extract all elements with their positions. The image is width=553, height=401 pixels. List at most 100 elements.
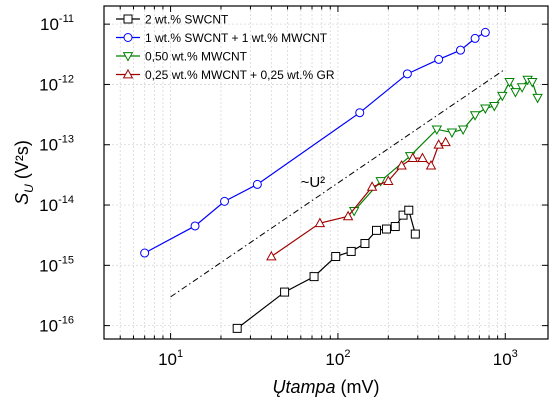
series-1 <box>232 205 420 333</box>
tick-base: 10 <box>39 196 58 215</box>
legend-label: 1 wt.% SWCNT + 1 wt.% MWCNT <box>145 31 328 45</box>
data-point <box>360 239 370 249</box>
series-4 <box>266 136 451 261</box>
data-point <box>140 248 150 258</box>
data-point <box>510 88 521 98</box>
tick-base: 10 <box>39 75 58 94</box>
x-axis-label: Ųtampa (mV) <box>272 377 379 397</box>
plot-frame <box>103 5 549 340</box>
y-tick-label: 10-15 <box>39 254 74 275</box>
x-tick-label: 103 <box>493 348 518 369</box>
y-label-symbol: S <box>12 193 32 205</box>
data-point <box>381 224 391 234</box>
data-point <box>383 175 394 185</box>
legend-label: 2 wt.% SWCNT <box>145 13 229 27</box>
tick-exponent: -12 <box>58 73 74 85</box>
reference-line-group: ~U² <box>170 68 506 298</box>
data-point <box>480 27 490 37</box>
y-tick-label: 10-11 <box>40 13 74 34</box>
data-point <box>355 108 365 118</box>
data-point <box>407 152 419 163</box>
y-label-subscript: U <box>22 184 36 193</box>
data-point <box>480 104 491 115</box>
data-point <box>410 229 420 239</box>
data-point <box>331 252 341 262</box>
data-point <box>252 179 262 189</box>
legend-marker <box>123 14 133 24</box>
y-axis-label: SU (V²s) <box>12 140 36 205</box>
data-point <box>190 221 200 231</box>
y-tick-label: 10-16 <box>39 315 74 336</box>
data-point <box>457 125 469 135</box>
series-line <box>144 31 486 254</box>
data-point <box>366 181 378 191</box>
data-point <box>527 78 538 88</box>
tick-base: 10 <box>39 136 58 155</box>
data-point <box>280 287 290 297</box>
x-tick-label: 102 <box>325 348 350 369</box>
legend: 2 wt.% SWCNT 1 wt.% SWCNT + 1 wt.% MWCNT 0… <box>116 13 335 82</box>
data-point <box>417 152 428 163</box>
legend-label: 0,25 wt.% MWCNT + 0,25 wt.% GR <box>145 68 335 82</box>
legend-item: 0,50 wt.% MWCNT <box>116 50 248 64</box>
data-point <box>431 125 443 135</box>
legend-marker <box>123 33 133 42</box>
x-label-unit: (mV) <box>336 377 380 397</box>
data-point <box>446 128 458 139</box>
tick-exponent: -15 <box>58 254 74 266</box>
data-point <box>516 83 528 93</box>
data-point <box>402 69 412 79</box>
legend-item: 1 wt.% SWCNT + 1 wt.% MWCNT <box>116 31 328 45</box>
data-point <box>314 217 326 228</box>
tick-base: 10 <box>39 317 58 336</box>
data-point <box>532 93 543 104</box>
data-point <box>346 246 356 256</box>
data-point <box>440 136 451 147</box>
data-point <box>497 91 508 102</box>
data-point <box>398 210 408 220</box>
tick-base: 10 <box>158 350 177 369</box>
data-point <box>266 250 277 261</box>
data-point <box>342 210 354 221</box>
data-point <box>455 45 465 55</box>
tick-base: 10 <box>325 350 344 369</box>
y-tick-label: 10-13 <box>39 134 74 155</box>
data-point <box>469 111 481 121</box>
y-tick-label: 10-14 <box>39 194 74 215</box>
tick-exponent: -11 <box>59 13 74 25</box>
data-point <box>470 33 480 43</box>
data-point <box>425 160 437 170</box>
legend-marker <box>122 52 134 62</box>
series-2 <box>140 27 490 258</box>
tick-base: 10 <box>40 15 59 34</box>
tick-exponent: 3 <box>512 348 518 360</box>
tick-exponent: -13 <box>58 134 74 146</box>
legend-marker <box>122 68 134 79</box>
data-point <box>434 54 444 64</box>
data-point <box>372 225 382 235</box>
data-point <box>390 222 400 232</box>
legend-item: 2 wt.% SWCNT <box>116 13 229 27</box>
data-point <box>396 160 407 170</box>
data-point <box>489 102 500 112</box>
x-label-variable: Ųtampa <box>272 377 335 397</box>
data-point <box>309 272 319 282</box>
legend-label: 0,50 wt.% MWCNT <box>145 50 248 64</box>
tick-exponent: -16 <box>58 315 74 327</box>
grid-lines <box>103 6 548 339</box>
data-point <box>232 323 242 333</box>
legend-item: 0,25 wt.% MWCNT + 0,25 wt.% GR <box>116 68 335 82</box>
x-tick-label: 101 <box>158 348 183 369</box>
y-tick-label: 10-12 <box>39 73 74 94</box>
tick-exponent: 1 <box>177 348 183 360</box>
y-label-unit: (V²s) <box>12 140 32 184</box>
data-point <box>504 78 515 88</box>
tick-exponent: -14 <box>58 194 74 206</box>
tick-base: 10 <box>493 350 512 369</box>
series-group <box>140 27 543 333</box>
tick-exponent: 2 <box>344 348 350 360</box>
reference-line-label: ~U² <box>301 174 326 191</box>
data-point <box>220 196 230 206</box>
